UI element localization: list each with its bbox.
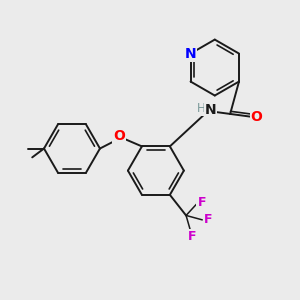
- Text: O: O: [113, 129, 125, 143]
- Text: O: O: [251, 110, 262, 124]
- Text: H: H: [197, 102, 206, 115]
- Text: N: N: [185, 46, 197, 61]
- Text: N: N: [205, 103, 216, 117]
- Text: F: F: [188, 230, 196, 243]
- Text: F: F: [204, 213, 212, 226]
- Text: F: F: [197, 196, 206, 209]
